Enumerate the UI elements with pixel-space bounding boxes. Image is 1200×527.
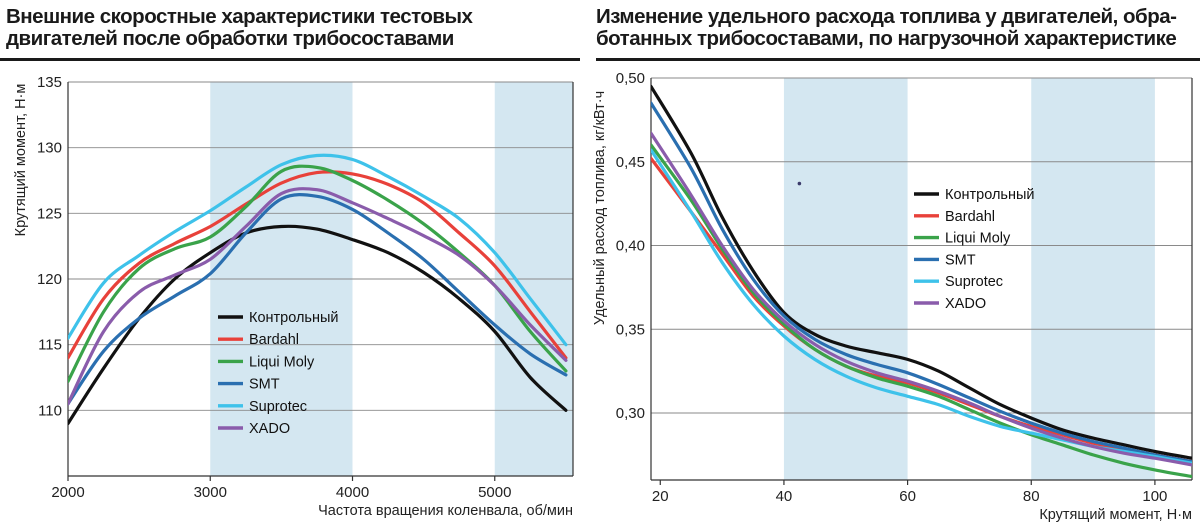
- fuel-consumption-chart-panel: Изменение удельного расхода топлива у дв…: [592, 0, 1200, 527]
- x-axis-label: Крутящий момент, Н·м: [1039, 507, 1192, 523]
- marker-dot: [797, 181, 802, 186]
- legend-label: Suprotec: [249, 399, 307, 415]
- series-line-smt: [651, 101, 1192, 464]
- legend-label: XADO: [945, 296, 986, 312]
- series-line-контрольный: [68, 224, 568, 426]
- legend-label: XADO: [249, 421, 290, 437]
- legend-label: Bardahl: [249, 332, 299, 348]
- y-tick-label: 115: [38, 337, 62, 354]
- y-tick-label: 0,45: [616, 154, 645, 171]
- y-tick-label: 0,35: [616, 321, 645, 338]
- x-tick-label: 80: [1023, 488, 1040, 505]
- fuel-consumption-chart: 0,30 0,35 0,40 0,45 0,50 20 40 60 80 100 Крутящий …: [592, 70, 1193, 523]
- series-line-liqui-moly: [651, 143, 1192, 479]
- y-tick-label: 120: [37, 271, 62, 288]
- x-tick-label: 3000: [194, 484, 227, 501]
- legend-label: SMT: [249, 377, 280, 393]
- x-tick-label: 40: [776, 488, 793, 505]
- y-axis-label: Удельный расход топлива, кг/кВт·ч: [592, 91, 608, 325]
- y-tick-label: 135: [37, 74, 62, 91]
- title-rule: [596, 58, 1200, 61]
- legend-label: Bardahl: [945, 209, 995, 225]
- y-tick-label: 125: [37, 205, 62, 222]
- y-tick-label: 0,40: [616, 238, 645, 255]
- series-line-smt: [68, 193, 568, 406]
- x-axis-label: Частота вращения коленвала, об/мин: [318, 503, 573, 519]
- legend-label: SMT: [945, 252, 976, 268]
- legend-label: Suprotec: [945, 274, 1003, 290]
- x-tick-label: 60: [899, 488, 916, 505]
- x-tick-label: 4000: [336, 484, 369, 501]
- highlight-band: [783, 78, 908, 480]
- highlight-band: [1031, 78, 1155, 480]
- fuel-chart-title: Изменение удельного расхода топлива у дв…: [596, 5, 1177, 50]
- y-tick-label: 130: [37, 140, 62, 157]
- x-tick-label: 20: [652, 488, 669, 505]
- series-line-bardahl: [68, 170, 568, 360]
- torque-chart-title: Внешние скоростные характеристики тестов…: [6, 5, 473, 50]
- legend-label: Liqui Moly: [249, 354, 315, 370]
- series-line-xado: [68, 187, 568, 406]
- torque-chart-panel: Внешние скоростные характеристики тестов…: [0, 0, 590, 527]
- x-tick-label: 2000: [51, 484, 84, 501]
- y-tick-label: 110: [38, 402, 62, 419]
- series-line-suprotec: [68, 153, 568, 347]
- y-axis-label: Крутящий момент, Н·м: [13, 84, 29, 237]
- legend-label: Liqui Moly: [945, 231, 1011, 247]
- series-line-контрольный: [651, 84, 1192, 460]
- torque-chart: 110 115 120 125 130 135 2000 3000 4000 5000 Частот…: [13, 74, 574, 519]
- x-tick-label: 5000: [478, 484, 511, 501]
- y-tick-label: 0,30: [616, 405, 645, 422]
- x-tick-label: 100: [1142, 488, 1167, 505]
- legend-label: Контрольный: [249, 310, 339, 326]
- y-tick-label: 0,50: [616, 70, 645, 87]
- legend-label: Контрольный: [945, 187, 1035, 203]
- series-line-xado: [651, 131, 1192, 467]
- title-rule: [0, 58, 580, 61]
